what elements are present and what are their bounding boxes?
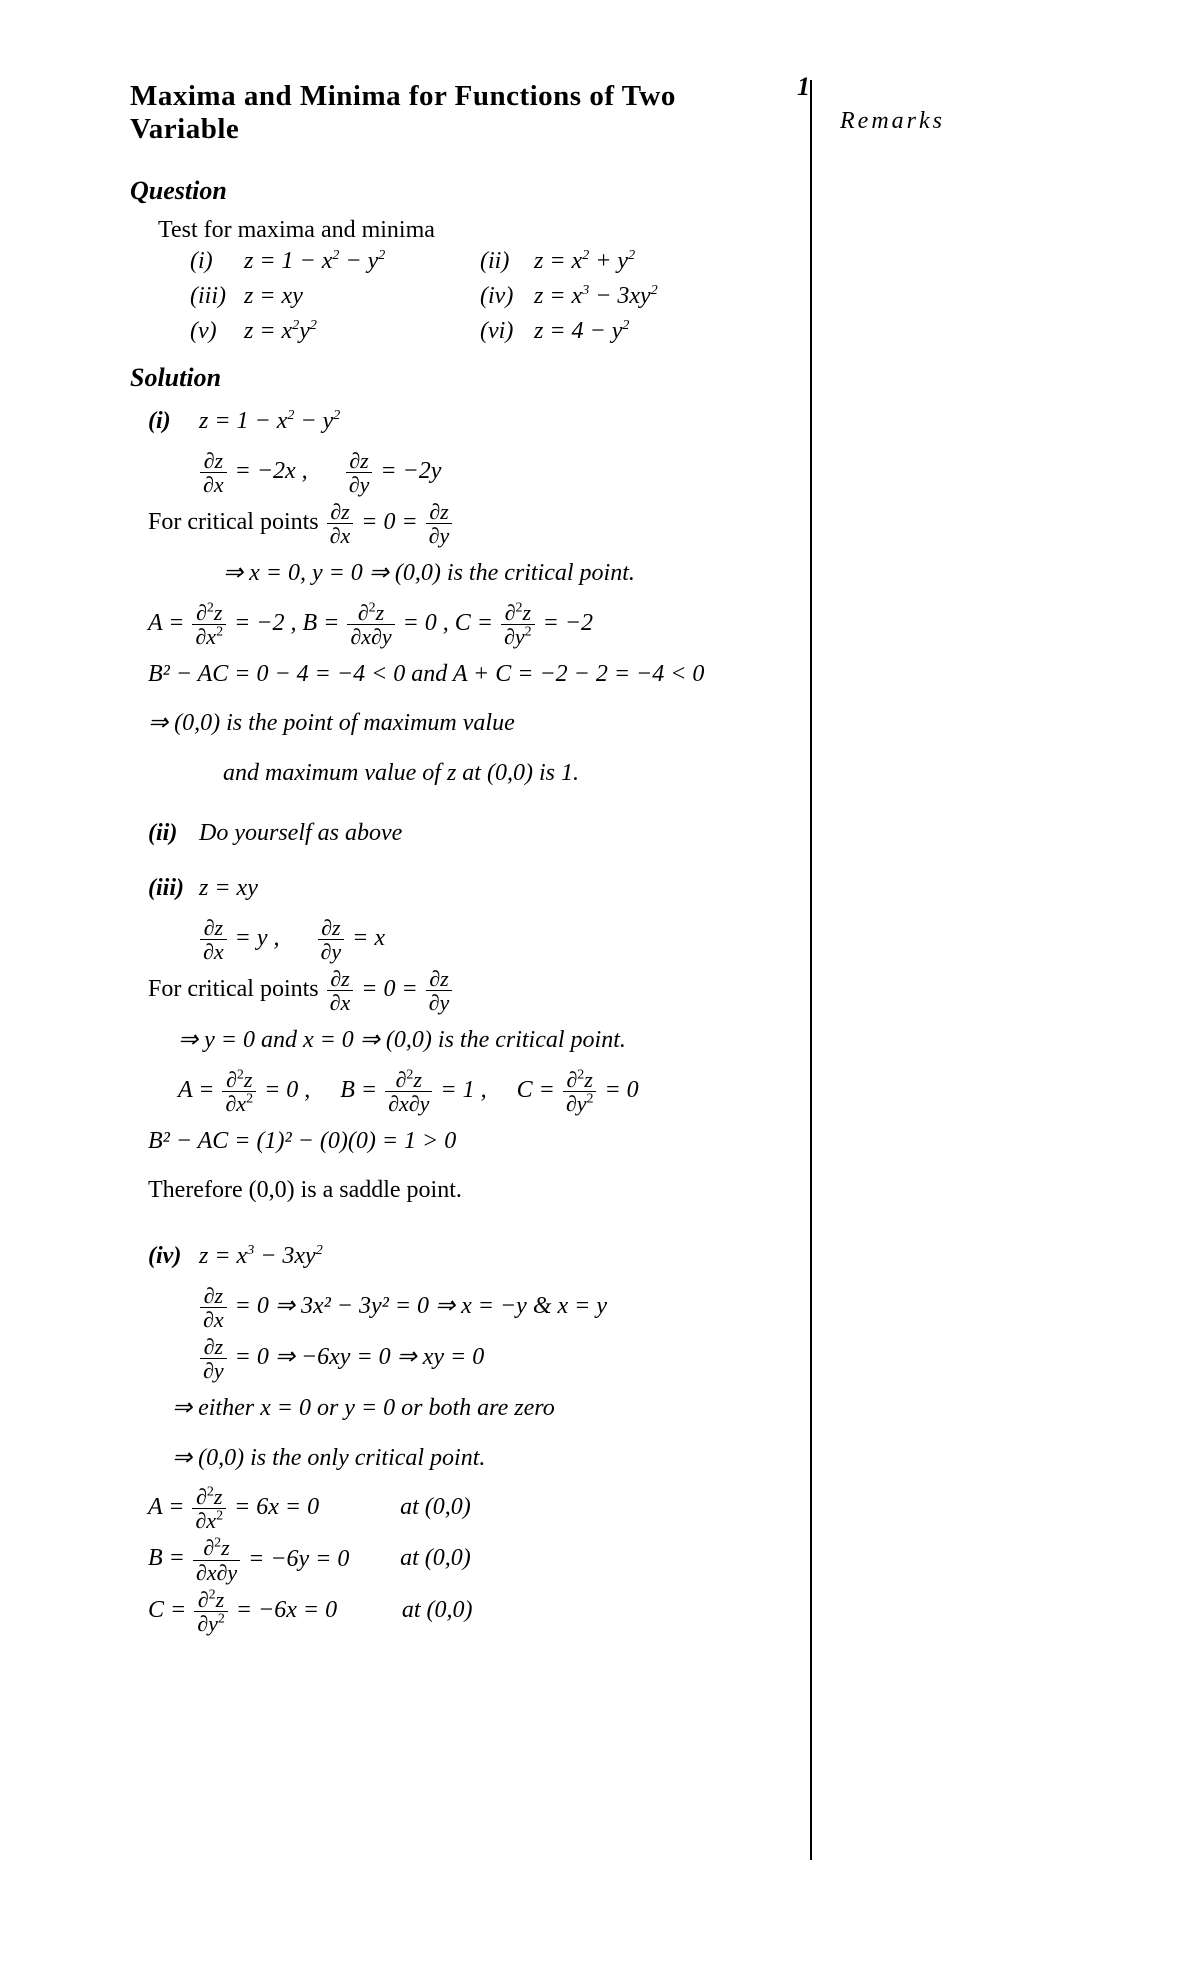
document-title: Maxima and Minima for Functions of Two V… [130,80,790,146]
solution-part-i: (i) z = 1 − x2 − y2 ∂z∂x = −2x , ∂z∂y = … [148,399,790,797]
conclusion: Therefore (0,0) is a saddle point. [148,1168,790,1214]
solution-part-iii: (iii) z = xy ∂z∂x = y , ∂z∂y = x For cri… [148,866,790,1214]
partial-dz-dx: ∂z∂x [200,916,227,963]
problem-expr: z = 1 − x2 − y2 [244,248,385,274]
partial-dz-dx: ∂z∂x [200,1284,227,1331]
second-partial-xy: ∂2z∂x∂y [385,1068,432,1115]
partial-dz-dy: ∂z∂y [426,967,453,1014]
problem-row: (iii) z = xy (iv) z = x3 − 3xy2 [190,283,790,310]
problem-num: (i) [190,248,238,275]
critical-result: ⇒ x = 0, y = 0 ⇒ (0,0) is the critical p… [223,551,790,597]
problem-expr: z = x3 − 3xy2 [534,283,658,309]
dy-line: = 0 ⇒ −6xy = 0 ⇒ xy = 0 [235,1344,485,1370]
problem-num: (v) [190,318,238,345]
A-value: = 0 , [264,1077,310,1103]
A-label: A = [148,1494,190,1520]
B-label: B = [148,1546,191,1572]
solution-part-iv: (iv) z = x3 − 3xy2 ∂z∂x = 0 ⇒ 3x² − 3y² … [148,1234,790,1635]
equation: z = x3 − 3xy2 [199,1243,323,1269]
C-value: = −6x = 0 [236,1588,396,1634]
partial-dz-dx: ∂z∂x [327,967,354,1014]
B-at: at (0,0) [400,1546,471,1572]
question-heading: Question [130,176,790,206]
partial-dz-dx: ∂z∂x [327,500,354,547]
content-column: Maxima and Minima for Functions of Two V… [130,80,810,1860]
deriv-value: = y , [235,925,280,951]
second-partial-xx: ∂2z∂x2 [192,1485,226,1532]
deriv-value: = −2y [380,458,441,484]
part-num: (ii) [148,811,193,857]
problem-num: (ii) [480,248,528,275]
problem-expr: z = xy [244,283,303,309]
solution-part-ii: (ii) Do yourself as above [148,811,790,857]
B-label: B = [302,610,345,636]
second-partial-xy: ∂2z∂x∂y [347,601,394,648]
part-num: (iii) [148,866,193,912]
partial-dz-dx: ∂z∂x [200,449,227,496]
problem-row: (v) z = x2y2 (vi) z = 4 − y2 [190,318,790,345]
B-label: B = [340,1077,383,1103]
A-value: = −2 , [234,610,296,636]
B-value: = 1 , [440,1077,486,1103]
second-partial-xy: ∂2z∂x∂y [193,1536,240,1583]
C-label: C = [148,1597,192,1623]
C-label: C = [455,610,499,636]
B-value: = 0 , [403,610,449,636]
discriminant: B² − AC = (1)² − (0)(0) = 1 > 0 [148,1119,790,1165]
problem-expr: z = 4 − y2 [534,318,629,344]
discriminant: B² − AC = 0 − 4 = −4 < 0 and A + C = −2 … [148,652,790,698]
conclusion: ⇒ (0,0) is the point of maximum value [148,701,790,747]
equation: z = 1 − x2 − y2 [199,408,340,434]
question-prompt: Test for maxima and minima [158,212,790,248]
problem-expr: z = x2 + y2 [534,248,635,274]
either-line: ⇒ either x = 0 or y = 0 or both are zero [172,1386,790,1432]
C-value: = 0 [604,1077,638,1103]
problem-num: (iii) [190,283,238,310]
crit-eq: = 0 = [361,976,423,1002]
crit-eq: = 0 = [361,509,423,535]
critical-label: For critical points [148,976,325,1002]
second-partial-yy: ∂2z∂y2 [501,601,535,648]
equation: z = xy [199,875,258,901]
solution-heading: Solution [130,363,790,393]
A-at: at (0,0) [400,1494,471,1520]
A-label: A = [178,1077,220,1103]
problem-row: (i) z = 1 − x2 − y2 (ii) z = x2 + y2 [190,248,790,275]
deriv-value: = x [352,925,385,951]
problem-list: (i) z = 1 − x2 − y2 (ii) z = x2 + y2 (ii… [190,248,790,345]
critical-result: ⇒ y = 0 and x = 0 ⇒ (0,0) is the critica… [178,1018,790,1064]
remarks-column: Remarks [810,80,1110,1860]
C-label: C = [517,1077,561,1103]
problem-num: (iv) [480,283,528,310]
only-critical: ⇒ (0,0) is the only critical point. [172,1436,790,1482]
part-num: (iv) [148,1234,193,1280]
page-number: 1 [797,72,810,102]
second-partial-yy: ∂2z∂y2 [194,1588,228,1635]
A-value: = 6x = 0 [234,1485,394,1531]
B-value: = −6y = 0 [248,1537,394,1583]
partial-dz-dy: ∂z∂y [346,449,373,496]
problem-num: (vi) [480,318,528,345]
C-value: = −2 [543,610,593,636]
second-partial-xx: ∂2z∂x2 [192,601,226,648]
partial-dz-dy: ∂z∂y [318,916,345,963]
dx-line: = 0 ⇒ 3x² − 3y² = 0 ⇒ x = −y & x = y [235,1293,607,1319]
partial-dz-dy: ∂z∂y [426,500,453,547]
problem-expr: z = x2y2 [244,318,317,344]
deriv-value: = −2x , [235,458,308,484]
second-partial-xx: ∂2z∂x2 [222,1068,256,1115]
C-at: at (0,0) [402,1597,473,1623]
partial-dz-dy: ∂z∂y [200,1335,227,1382]
part-num: (i) [148,399,193,445]
A-label: A = [148,610,190,636]
main-area: Maxima and Minima for Functions of Two V… [130,80,1130,1860]
conclusion-2: and maximum value of z at (0,0) is 1. [223,751,790,797]
do-yourself: Do yourself as above [199,820,402,846]
second-partial-yy: ∂2z∂y2 [563,1068,597,1115]
remarks-label: Remarks [840,108,945,134]
critical-label: For critical points [148,509,325,535]
